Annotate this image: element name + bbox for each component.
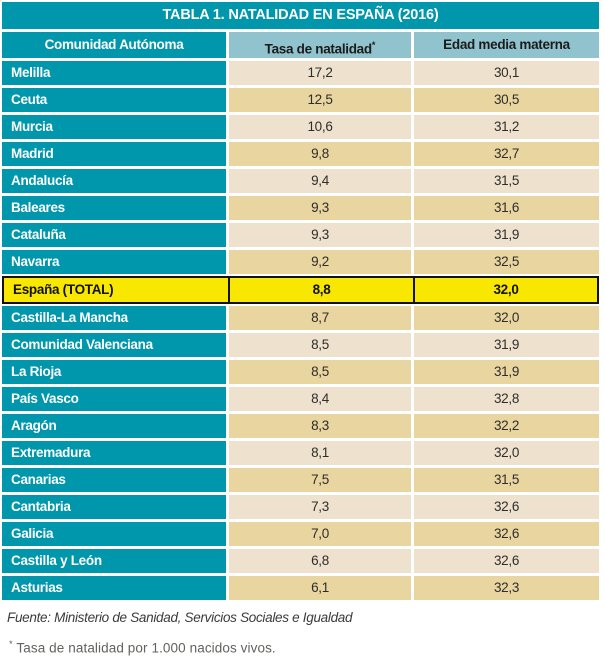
edad-cell: 31,2 bbox=[414, 115, 599, 139]
header-tasa-asterisk: * bbox=[371, 40, 376, 50]
table-row: Canarias 7,5 31,5 bbox=[2, 468, 599, 492]
tasa-cell: 6,8 bbox=[229, 549, 414, 573]
table-row: Asturias 6,1 32,3 bbox=[2, 576, 599, 600]
footnote-asterisk: * bbox=[9, 639, 13, 650]
region-cell: Extremadura bbox=[2, 441, 229, 465]
edad-cell: 30,1 bbox=[414, 61, 599, 85]
edad-cell: 32,6 bbox=[414, 495, 599, 519]
tasa-cell: 17,2 bbox=[229, 61, 414, 85]
table-row: Madrid 9,8 32,7 bbox=[2, 142, 599, 166]
region-cell: Aragón bbox=[2, 414, 229, 438]
edad-cell: 31,6 bbox=[414, 196, 599, 220]
region-cell: Cataluña bbox=[2, 223, 229, 247]
tasa-cell: 7,5 bbox=[229, 468, 414, 492]
table-row: Comunidad Valenciana 8,5 31,9 bbox=[2, 333, 599, 357]
edad-cell: 32,6 bbox=[414, 549, 599, 573]
table-row: Navarra 9,2 32,5 bbox=[2, 250, 599, 274]
table-row: España (TOTAL) 8,8 32,0 bbox=[2, 276, 599, 304]
table-row: País Vasco 8,4 32,8 bbox=[2, 387, 599, 411]
table-row: Extremadura 8,1 32,0 bbox=[2, 441, 599, 465]
tasa-cell: 8,8 bbox=[230, 278, 415, 302]
tasa-cell: 9,3 bbox=[229, 196, 414, 220]
tasa-cell: 8,7 bbox=[229, 306, 414, 330]
tasa-cell: 8,5 bbox=[229, 333, 414, 357]
region-cell: España (TOTAL) bbox=[4, 278, 230, 302]
region-cell: Ceuta bbox=[2, 88, 229, 112]
footnote-text: Tasa de natalidad por 1.000 nacidos vivo… bbox=[12, 640, 276, 656]
table-row: Aragón 8,3 32,2 bbox=[2, 414, 599, 438]
table-row: Baleares 9,3 31,6 bbox=[2, 196, 599, 220]
region-cell: Cantabria bbox=[2, 495, 229, 519]
footnote: * Tasa de natalidad por 1.000 nacidos vi… bbox=[9, 639, 599, 656]
edad-cell: 31,9 bbox=[414, 360, 599, 384]
region-cell: Canarias bbox=[2, 468, 229, 492]
edad-cell: 32,0 bbox=[414, 306, 599, 330]
tasa-cell: 9,2 bbox=[229, 250, 414, 274]
edad-cell: 31,9 bbox=[414, 223, 599, 247]
region-cell: Castilla y León bbox=[2, 549, 229, 573]
region-cell: Galicia bbox=[2, 522, 229, 546]
region-cell: Castilla-La Mancha bbox=[2, 306, 229, 330]
region-cell: Comunidad Valenciana bbox=[2, 333, 229, 357]
edad-cell: 32,0 bbox=[415, 278, 597, 302]
table-title: TABLA 1. NATALIDAD EN ESPAÑA (2016) bbox=[2, 2, 599, 29]
table-row: Castilla y León 6,8 32,6 bbox=[2, 549, 599, 573]
edad-cell: 30,5 bbox=[414, 88, 599, 112]
edad-cell: 32,2 bbox=[414, 414, 599, 438]
table-row: Castilla-La Mancha 8,7 32,0 bbox=[2, 306, 599, 330]
edad-cell: 31,5 bbox=[414, 468, 599, 492]
tasa-cell: 9,8 bbox=[229, 142, 414, 166]
edad-cell: 31,9 bbox=[414, 333, 599, 357]
table-row: Andalucía 9,4 31,5 bbox=[2, 169, 599, 193]
edad-cell: 32,5 bbox=[414, 250, 599, 274]
region-cell: Asturias bbox=[2, 576, 229, 600]
tasa-cell: 12,5 bbox=[229, 88, 414, 112]
tasa-cell: 7,3 bbox=[229, 495, 414, 519]
tasa-cell: 8,5 bbox=[229, 360, 414, 384]
table-row: Ceuta 12,5 30,5 bbox=[2, 88, 599, 112]
region-cell: Andalucía bbox=[2, 169, 229, 193]
natalidad-table-figure: TABLA 1. NATALIDAD EN ESPAÑA (2016) Comu… bbox=[2, 2, 599, 656]
tasa-cell: 9,4 bbox=[229, 169, 414, 193]
header-comunidad: Comunidad Autónoma bbox=[2, 32, 229, 58]
header-edad: Edad media materna bbox=[414, 32, 599, 58]
edad-cell: 32,0 bbox=[414, 441, 599, 465]
edad-cell: 31,5 bbox=[414, 169, 599, 193]
tasa-cell: 10,6 bbox=[229, 115, 414, 139]
edad-cell: 32,7 bbox=[414, 142, 599, 166]
tasa-cell: 8,1 bbox=[229, 441, 414, 465]
header-tasa-label: Tasa de natalidad bbox=[264, 41, 372, 57]
tasa-cell: 9,3 bbox=[229, 223, 414, 247]
edad-cell: 32,8 bbox=[414, 387, 599, 411]
region-cell: Madrid bbox=[2, 142, 229, 166]
source-note: Fuente: Ministerio de Sanidad, Servicios… bbox=[7, 610, 353, 625]
tasa-cell: 7,0 bbox=[229, 522, 414, 546]
table-row: Melilla 17,2 30,1 bbox=[2, 61, 599, 85]
table-row: Murcia 10,6 31,2 bbox=[2, 115, 599, 139]
tasa-cell: 8,4 bbox=[229, 387, 414, 411]
table-row: Cantabria 7,3 32,6 bbox=[2, 495, 599, 519]
header-tasa: Tasa de natalidad* bbox=[229, 32, 414, 58]
edad-cell: 32,6 bbox=[414, 522, 599, 546]
table-row: La Rioja 8,5 31,9 bbox=[2, 360, 599, 384]
region-cell: Baleares bbox=[2, 196, 229, 220]
table-body: Melilla 17,2 30,1 Ceuta 12,5 30,5 Murcia… bbox=[2, 61, 599, 600]
tasa-cell: 8,3 bbox=[229, 414, 414, 438]
region-cell: La Rioja bbox=[2, 360, 229, 384]
region-cell: Navarra bbox=[2, 250, 229, 274]
table-header-row: Comunidad Autónoma Tasa de natalidad* Ed… bbox=[2, 32, 599, 58]
region-cell: País Vasco bbox=[2, 387, 229, 411]
table-row: Galicia 7,0 32,6 bbox=[2, 522, 599, 546]
region-cell: Melilla bbox=[2, 61, 229, 85]
edad-cell: 32,3 bbox=[414, 576, 599, 600]
table-row: Cataluña 9,3 31,9 bbox=[2, 223, 599, 247]
tasa-cell: 6,1 bbox=[229, 576, 414, 600]
region-cell: Murcia bbox=[2, 115, 229, 139]
